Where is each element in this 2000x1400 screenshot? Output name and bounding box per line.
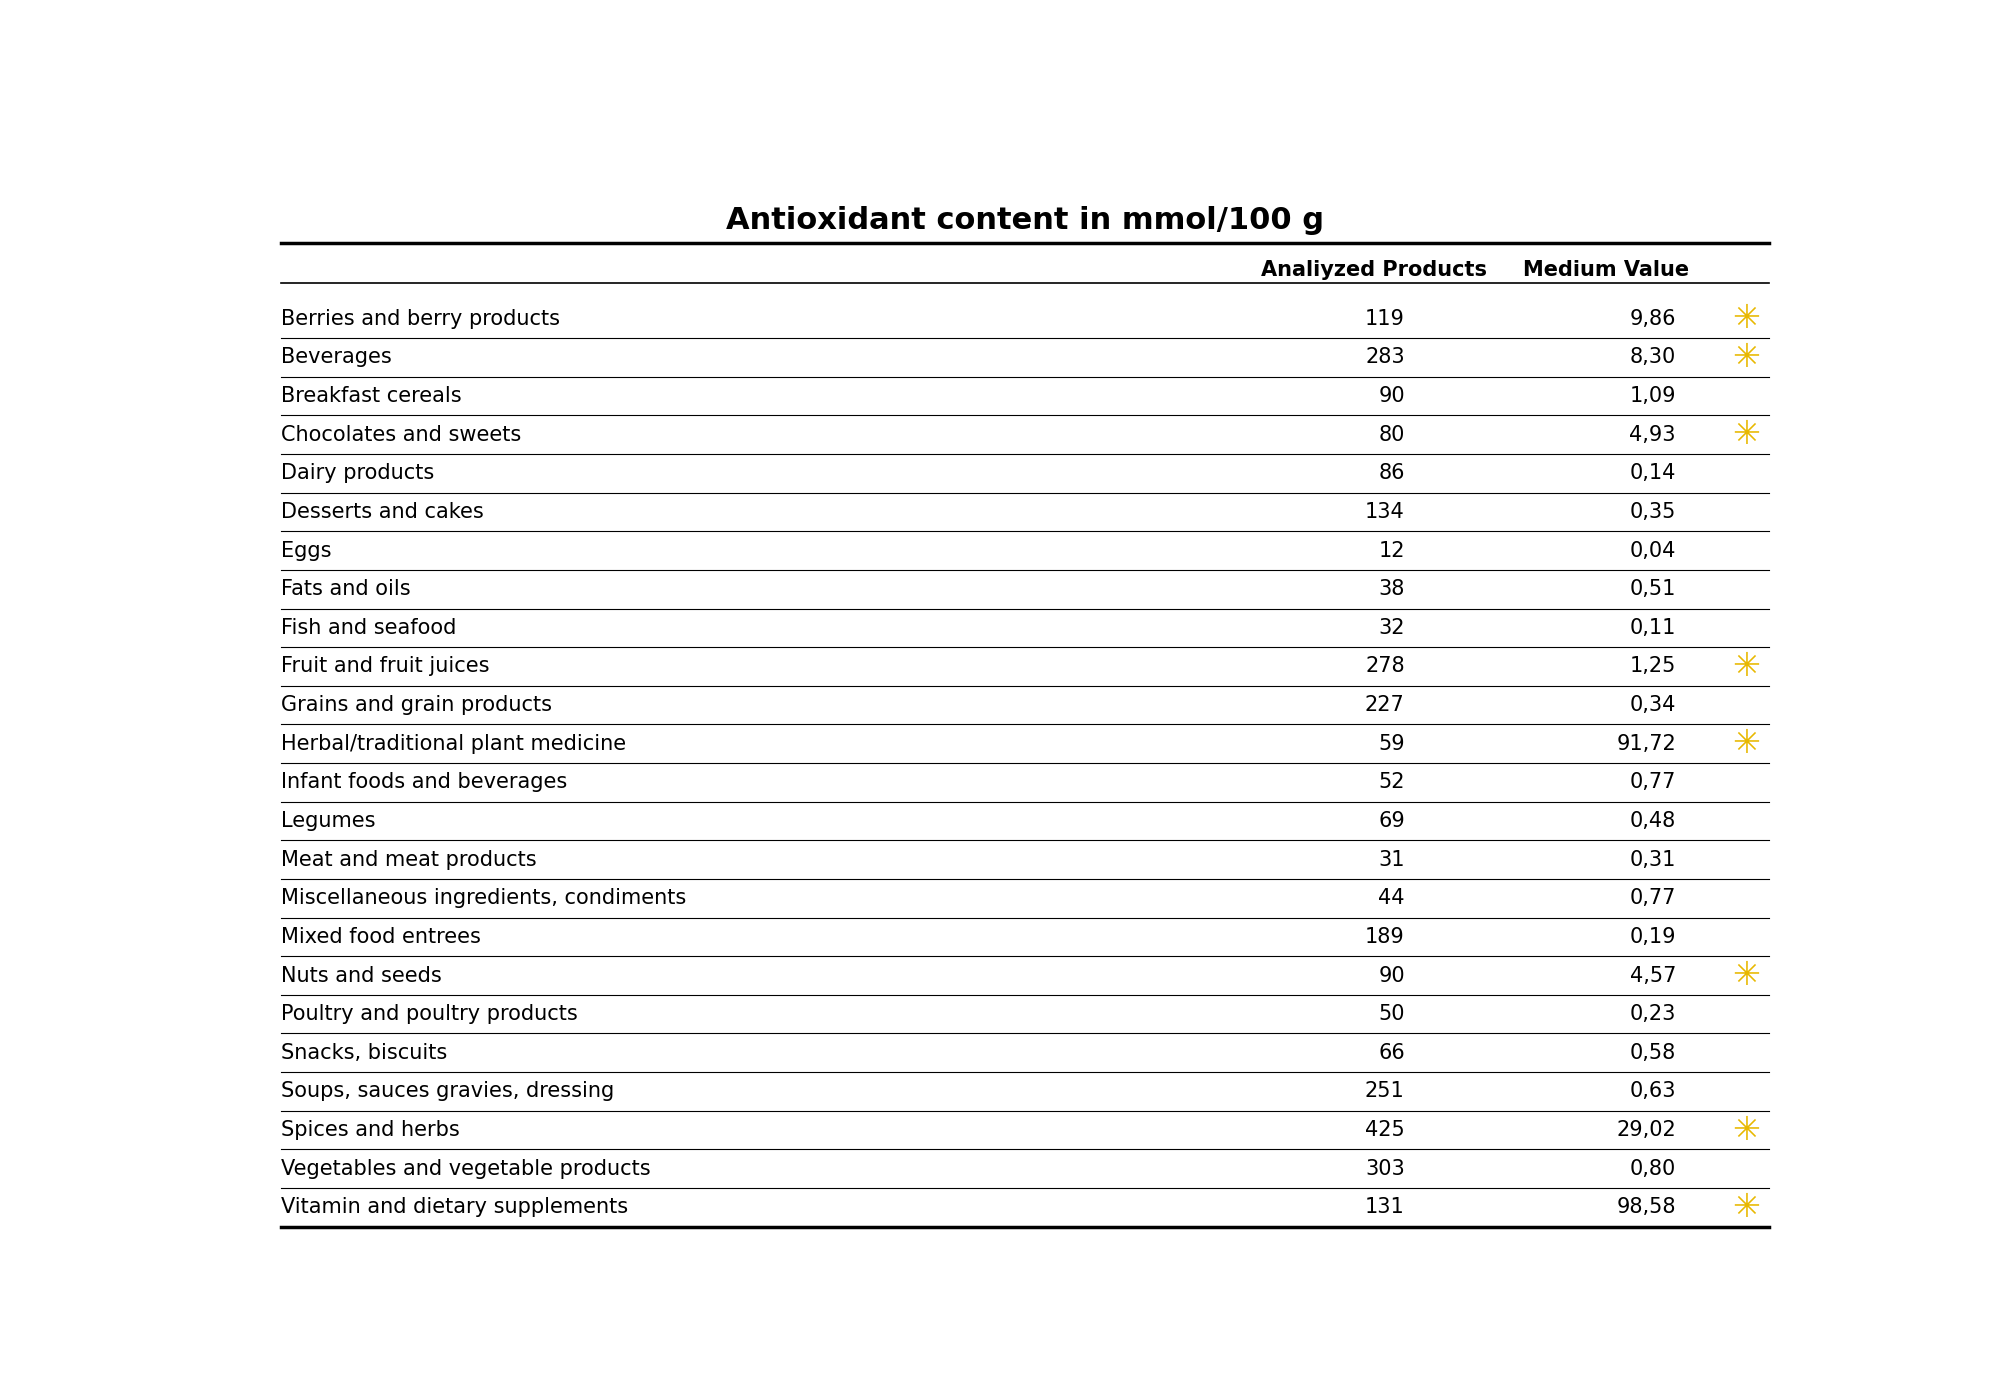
Text: 0,80: 0,80 — [1630, 1159, 1676, 1179]
Text: ✳: ✳ — [1732, 650, 1760, 683]
Text: Herbal/traditional plant medicine: Herbal/traditional plant medicine — [280, 734, 626, 753]
Text: 0,14: 0,14 — [1630, 463, 1676, 483]
Text: 29,02: 29,02 — [1616, 1120, 1676, 1140]
Text: Vitamin and dietary supplements: Vitamin and dietary supplements — [280, 1197, 628, 1217]
Text: 0,04: 0,04 — [1630, 540, 1676, 560]
Text: Analiyzed Products: Analiyzed Products — [1260, 259, 1486, 280]
Text: ✳: ✳ — [1732, 959, 1760, 993]
Text: Legumes: Legumes — [280, 811, 376, 832]
Text: Desserts and cakes: Desserts and cakes — [280, 503, 484, 522]
Text: Fruit and fruit juices: Fruit and fruit juices — [280, 657, 490, 676]
Text: 4,93: 4,93 — [1630, 424, 1676, 445]
Text: 278: 278 — [1366, 657, 1404, 676]
Text: 227: 227 — [1364, 696, 1404, 715]
Text: 8,30: 8,30 — [1630, 347, 1676, 367]
Text: 0,34: 0,34 — [1630, 696, 1676, 715]
Text: 0,51: 0,51 — [1630, 580, 1676, 599]
Text: 0,31: 0,31 — [1630, 850, 1676, 869]
Text: Eggs: Eggs — [280, 540, 332, 560]
Text: Mixed food entrees: Mixed food entrees — [280, 927, 480, 946]
Text: 303: 303 — [1364, 1159, 1404, 1179]
Text: 4,57: 4,57 — [1630, 966, 1676, 986]
Text: 189: 189 — [1364, 927, 1404, 946]
Text: Soups, sauces gravies, dressing: Soups, sauces gravies, dressing — [280, 1081, 614, 1102]
Text: Spices and herbs: Spices and herbs — [280, 1120, 460, 1140]
Text: 425: 425 — [1364, 1120, 1404, 1140]
Text: Antioxidant content in mmol/100 g: Antioxidant content in mmol/100 g — [726, 206, 1324, 235]
Text: 251: 251 — [1364, 1081, 1404, 1102]
Text: 90: 90 — [1378, 386, 1404, 406]
Text: 59: 59 — [1378, 734, 1404, 753]
Text: 91,72: 91,72 — [1616, 734, 1676, 753]
Text: 90: 90 — [1378, 966, 1404, 986]
Text: 98,58: 98,58 — [1616, 1197, 1676, 1217]
Text: Nuts and seeds: Nuts and seeds — [280, 966, 442, 986]
Text: 1,09: 1,09 — [1630, 386, 1676, 406]
Text: 0,77: 0,77 — [1630, 773, 1676, 792]
Text: ✳: ✳ — [1732, 1113, 1760, 1147]
Text: 0,19: 0,19 — [1630, 927, 1676, 946]
Text: 0,35: 0,35 — [1630, 503, 1676, 522]
Text: 50: 50 — [1378, 1004, 1404, 1025]
Text: 44: 44 — [1378, 888, 1404, 909]
Text: Grains and grain products: Grains and grain products — [280, 696, 552, 715]
Text: Medium Value: Medium Value — [1524, 259, 1690, 280]
Text: Berries and berry products: Berries and berry products — [280, 309, 560, 329]
Text: 134: 134 — [1364, 503, 1404, 522]
Text: 12: 12 — [1378, 540, 1404, 560]
Text: ✳: ✳ — [1732, 1191, 1760, 1224]
Text: 0,48: 0,48 — [1630, 811, 1676, 832]
Text: 0,58: 0,58 — [1630, 1043, 1676, 1063]
Text: 69: 69 — [1378, 811, 1404, 832]
Text: 66: 66 — [1378, 1043, 1404, 1063]
Text: 0,77: 0,77 — [1630, 888, 1676, 909]
Text: 131: 131 — [1364, 1197, 1404, 1217]
Text: Beverages: Beverages — [280, 347, 392, 367]
Text: ✳: ✳ — [1732, 342, 1760, 374]
Text: Infant foods and beverages: Infant foods and beverages — [280, 773, 568, 792]
Text: 0,23: 0,23 — [1630, 1004, 1676, 1025]
Text: 80: 80 — [1378, 424, 1404, 445]
Text: Chocolates and sweets: Chocolates and sweets — [280, 424, 522, 445]
Text: Snacks, biscuits: Snacks, biscuits — [280, 1043, 448, 1063]
Text: Vegetables and vegetable products: Vegetables and vegetable products — [280, 1159, 650, 1179]
Text: Dairy products: Dairy products — [280, 463, 434, 483]
Text: ✳: ✳ — [1732, 419, 1760, 451]
Text: 31: 31 — [1378, 850, 1404, 869]
Text: Fish and seafood: Fish and seafood — [280, 617, 456, 638]
Text: 32: 32 — [1378, 617, 1404, 638]
Text: 0,63: 0,63 — [1630, 1081, 1676, 1102]
Text: Breakfast cereals: Breakfast cereals — [280, 386, 462, 406]
Text: 283: 283 — [1366, 347, 1404, 367]
Text: 0,11: 0,11 — [1630, 617, 1676, 638]
Text: 119: 119 — [1364, 309, 1404, 329]
Text: 38: 38 — [1378, 580, 1404, 599]
Text: 52: 52 — [1378, 773, 1404, 792]
Text: ✳: ✳ — [1732, 727, 1760, 760]
Text: Poultry and poultry products: Poultry and poultry products — [280, 1004, 578, 1025]
Text: 9,86: 9,86 — [1630, 309, 1676, 329]
Text: ✳: ✳ — [1732, 302, 1760, 336]
Text: 86: 86 — [1378, 463, 1404, 483]
Text: Miscellaneous ingredients, condiments: Miscellaneous ingredients, condiments — [280, 888, 686, 909]
Text: Fats and oils: Fats and oils — [280, 580, 410, 599]
Text: 1,25: 1,25 — [1630, 657, 1676, 676]
Text: Meat and meat products: Meat and meat products — [280, 850, 536, 869]
